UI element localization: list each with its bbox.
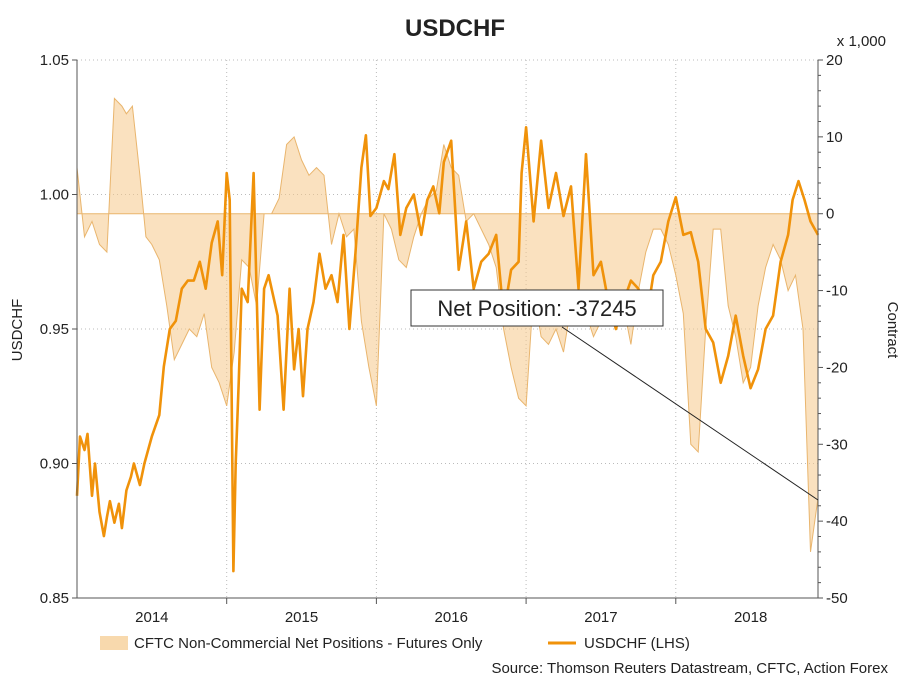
annotation-leader-line [561,326,819,501]
plot-area [75,59,820,599]
legend: CFTC Non-Commercial Net Positions - Futu… [100,635,690,652]
right-tick-label: -20 [826,359,848,376]
left-tick-label: 1.00 [40,187,69,204]
chart-title: USDCHF [405,15,505,42]
usdchf-line [75,126,820,573]
x-tick-label: 2015 [285,609,318,626]
right-axis-unit-note: x 1,000 [837,33,886,50]
annotation-text: Net Position: -37245 [437,296,636,321]
x-tick-label: 2017 [584,609,617,626]
right-axis-label: Contract [884,302,901,360]
left-tick-label: 0.95 [40,321,69,338]
right-tick-label: 0 [826,206,834,223]
x-tick-label: 2014 [135,609,168,626]
left-tick-label: 0.85 [40,590,69,607]
right-tick-label: -40 [826,513,848,530]
net-positions-area [76,97,819,552]
right-tick-label: -10 [826,283,848,300]
right-tick-label: -50 [826,590,848,607]
left-axis-ticks: 0.85 0.90 0.95 1.00 1.05 [40,52,77,607]
legend-label-line: USDCHF (LHS) [584,635,690,652]
annotation-box [410,289,664,327]
left-tick-label: 0.90 [40,456,69,473]
right-axis-ticks: -50 -40 -30 -20 -10 0 10 20 [818,52,848,607]
right-tick-label: 20 [826,52,843,69]
right-tick-label: 10 [826,129,843,146]
x-tick-label: 2016 [435,609,468,626]
legend-label-area: CFTC Non-Commercial Net Positions - Futu… [134,635,483,652]
left-tick-label: 1.05 [40,52,69,69]
left-axis-label: USDCHF [9,299,26,362]
x-tick-label: 2018 [734,609,767,626]
source-note: Source: Thomson Reuters Datastream, CFTC… [491,660,888,677]
annotation: Net Position: -37245 [410,289,819,501]
x-axis-ticks: 2014 2015 2016 2017 2018 [135,598,767,626]
legend-swatch-area [100,636,128,650]
right-tick-label: -30 [826,436,848,453]
